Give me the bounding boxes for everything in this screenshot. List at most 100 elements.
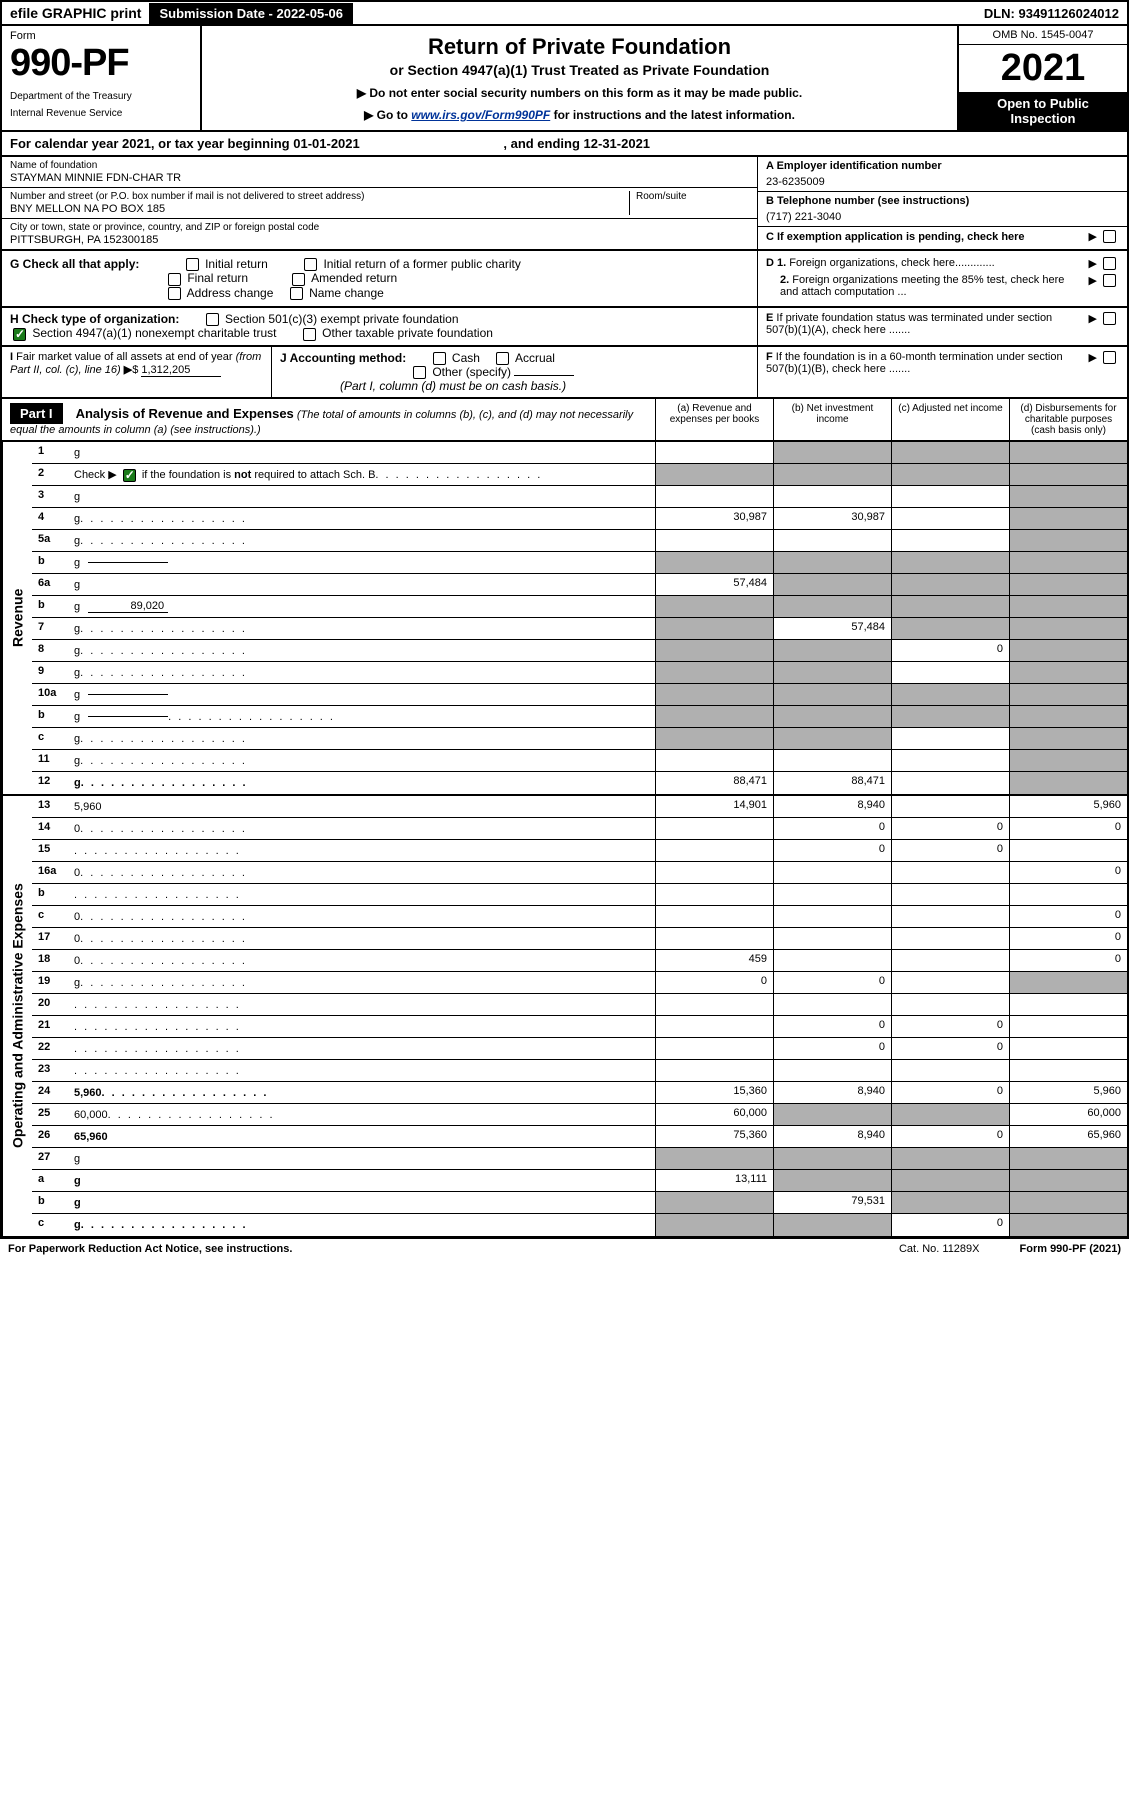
g-initial-former-checkbox[interactable]	[304, 258, 317, 271]
ein-value: 23-6235009	[766, 176, 1119, 188]
g-opt-5: Name change	[309, 286, 384, 300]
line-description: Check ▶ if the foundation is not require…	[70, 464, 655, 485]
amount-cell	[1009, 442, 1127, 463]
line-description: g	[70, 750, 655, 771]
table-row: 2200	[32, 1038, 1127, 1060]
line-description	[70, 1060, 655, 1081]
amount-cell	[773, 1148, 891, 1169]
leader-dots	[80, 667, 247, 679]
table-row: 135,96014,9018,9405,960	[32, 796, 1127, 818]
leader-dots	[74, 889, 241, 901]
schb-checkbox[interactable]	[123, 469, 136, 482]
amount-cell	[891, 684, 1009, 705]
irs-link[interactable]: www.irs.gov/Form990PF	[411, 108, 550, 122]
amount-cell: 0	[891, 818, 1009, 839]
j-accrual-checkbox[interactable]	[496, 352, 509, 365]
j-other-checkbox[interactable]	[413, 366, 426, 379]
j-other-line	[514, 375, 574, 376]
amount-cell: 79,531	[773, 1192, 891, 1213]
g-address-checkbox[interactable]	[168, 287, 181, 300]
h-other-checkbox[interactable]	[303, 328, 316, 341]
line-number: 9	[32, 662, 70, 683]
table-row: cg	[32, 728, 1127, 750]
c-checkbox[interactable]	[1103, 230, 1116, 243]
amount-cell: 5,960	[1009, 1082, 1127, 1103]
opex-section: Operating and Administrative Expenses 13…	[0, 796, 1129, 1238]
h-left: H Check type of organization: Section 50…	[2, 308, 757, 345]
e-text: If private foundation status was termina…	[766, 312, 1052, 336]
amount-cell	[655, 1016, 773, 1037]
line-number: 11	[32, 750, 70, 771]
h-opt-3: Other taxable private foundation	[322, 326, 493, 340]
amount-cell: 0	[1009, 862, 1127, 883]
amount-cell: 8,940	[773, 796, 891, 817]
leader-dots	[74, 999, 241, 1011]
line-number: 13	[32, 796, 70, 817]
g-initial-checkbox[interactable]	[186, 258, 199, 271]
amount-cell	[1009, 552, 1127, 573]
footer-right: Form 990-PF (2021)	[1020, 1243, 1122, 1255]
line-description: 0	[70, 818, 655, 839]
amount-cell: 14,901	[655, 796, 773, 817]
inline-amount	[88, 694, 168, 695]
efile-label[interactable]: efile GRAPHIC print	[2, 2, 149, 24]
amount-cell: 8,940	[773, 1082, 891, 1103]
h-501c3-checkbox[interactable]	[206, 313, 219, 326]
amount-cell	[773, 464, 891, 485]
amount-cell	[773, 884, 891, 905]
leader-dots	[80, 823, 247, 835]
amount-cell	[891, 574, 1009, 595]
amount-cell	[1009, 574, 1127, 595]
e-checkbox[interactable]	[1103, 312, 1116, 325]
table-row: 1804590	[32, 950, 1127, 972]
h-4947-checkbox[interactable]	[13, 328, 26, 341]
amount-cell	[773, 950, 891, 971]
line-description	[70, 1016, 655, 1037]
g-name-checkbox[interactable]	[290, 287, 303, 300]
arrow-icon: ▶	[1089, 230, 1097, 243]
col-b-head: (b) Net investment income	[773, 399, 891, 440]
leader-dots	[80, 867, 247, 879]
leader-dots	[80, 933, 247, 945]
amount-cell	[655, 684, 773, 705]
line-description: g	[70, 1192, 655, 1213]
amount-cell	[773, 994, 891, 1015]
amount-cell	[655, 884, 773, 905]
line-description: 0	[70, 928, 655, 949]
line-number: c	[32, 728, 70, 749]
g-amended-checkbox[interactable]	[292, 273, 305, 286]
leader-dots	[81, 1219, 248, 1231]
name-label: Name of foundation	[10, 160, 749, 171]
table-row: 1700	[32, 928, 1127, 950]
dept-treasury: Department of the Treasury	[10, 91, 192, 102]
d2-checkbox[interactable]	[1103, 274, 1116, 287]
d1-checkbox[interactable]	[1103, 257, 1116, 270]
cal-pre: For calendar year 2021, or tax year begi…	[10, 136, 293, 151]
table-row: 10ag	[32, 684, 1127, 706]
amount-cell	[655, 728, 773, 749]
i-label: Fair market value of all assets at end o…	[10, 351, 261, 376]
amount-cell: 0	[891, 1016, 1009, 1037]
amount-cell: 57,484	[655, 574, 773, 595]
line-description: g	[70, 640, 655, 661]
amount-cell	[773, 442, 891, 463]
g-final-checkbox[interactable]	[168, 273, 181, 286]
amount-cell: 0	[655, 972, 773, 993]
leader-dots	[168, 711, 335, 723]
form-number: 990-PF	[10, 42, 192, 85]
d2-text: Foreign organizations meeting the 85% te…	[780, 274, 1064, 298]
line-number: 20	[32, 994, 70, 1015]
amount-cell	[655, 662, 773, 683]
table-row: 2560,00060,00060,000	[32, 1104, 1127, 1126]
amount-cell	[773, 640, 891, 661]
omb-number: OMB No. 1545-0047	[959, 26, 1127, 45]
footer-left: For Paperwork Reduction Act Notice, see …	[8, 1243, 292, 1255]
amount-cell	[1009, 618, 1127, 639]
amount-cell	[773, 552, 891, 573]
foundation-address: BNY MELLON NA PO BOX 185	[10, 203, 629, 215]
e-right: E If private foundation status was termi…	[757, 308, 1127, 345]
amount-cell	[891, 596, 1009, 617]
line-description: 5,960	[70, 1082, 655, 1103]
f-checkbox[interactable]	[1103, 351, 1116, 364]
j-cash-checkbox[interactable]	[433, 352, 446, 365]
